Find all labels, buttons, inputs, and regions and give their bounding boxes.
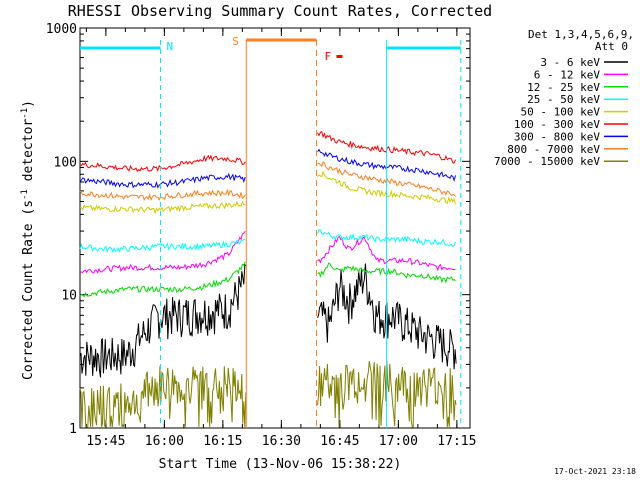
series-line-6-seg0 xyxy=(79,172,246,189)
legend-label-4: 50 - 100 keV xyxy=(521,106,601,119)
x-tick-label: 17:15 xyxy=(437,434,476,449)
flags-layer: N S F xyxy=(80,35,462,428)
legend-header: Det 1,3,4,5,6,9, xyxy=(528,28,634,41)
legend-attenuator: Att 0 xyxy=(595,40,628,53)
series-line-4-seg0 xyxy=(79,200,246,215)
series-line-2-seg0 xyxy=(79,261,246,298)
x-tick-label: 15:45 xyxy=(86,434,125,449)
x-axis-label: Start Time (13-Nov-06 15:38:22) xyxy=(159,457,402,472)
legend-label-8: 7000 - 15000 keV xyxy=(494,155,600,168)
legend-label-6: 300 - 800 keV xyxy=(514,130,600,143)
x-tick-label: 16:45 xyxy=(320,434,359,449)
series-line-3-seg0 xyxy=(79,238,246,254)
series-line-8-seg0 xyxy=(79,366,247,429)
y-tick-label: 100 xyxy=(54,155,77,170)
x-tick-label: 16:00 xyxy=(145,434,184,449)
x-tick-label: 17:00 xyxy=(379,434,418,449)
series-line-1-seg0 xyxy=(79,231,246,274)
flare-marker xyxy=(336,55,343,58)
axes-frame: 1 10 100 1000 15:45 16:00 16:15 16:30 16:45 17:00… xyxy=(46,22,477,449)
y-tick-label: 1000 xyxy=(46,22,77,37)
saa-flag-label: S xyxy=(232,35,239,48)
legend-label-7: 800 - 7000 keV xyxy=(507,143,600,156)
chart-title: RHESSI Observing Summary Count Rates, Co… xyxy=(68,2,492,20)
legend-label-2: 12 - 25 keV xyxy=(527,81,600,94)
x-tick-label: 16:15 xyxy=(203,434,242,449)
series-line-7-seg0 xyxy=(79,188,246,202)
legend-label-1: 6 - 12 keV xyxy=(534,68,601,81)
series-line-5-seg0 xyxy=(79,154,246,173)
x-tick-label: 16:30 xyxy=(262,434,301,449)
legend-label-5: 100 - 300 keV xyxy=(514,118,600,131)
night-flag-label: N xyxy=(166,40,173,53)
footer-date: 17-Oct-2021 23:18 xyxy=(554,467,636,476)
legend-label-0: 3 - 6 keV xyxy=(540,56,600,69)
series-line-0-seg0 xyxy=(79,263,247,378)
legend-label-3: 25 - 50 keV xyxy=(527,93,600,106)
plot-frame xyxy=(79,27,471,429)
series-layer xyxy=(79,130,457,429)
flare-flag-label: F xyxy=(324,50,331,63)
y-tick-label: 10 xyxy=(61,289,77,304)
y-axis-label: Corrected Count Rate (s-1 detector-1) xyxy=(20,100,36,380)
y-tick-label: 1 xyxy=(69,422,77,437)
